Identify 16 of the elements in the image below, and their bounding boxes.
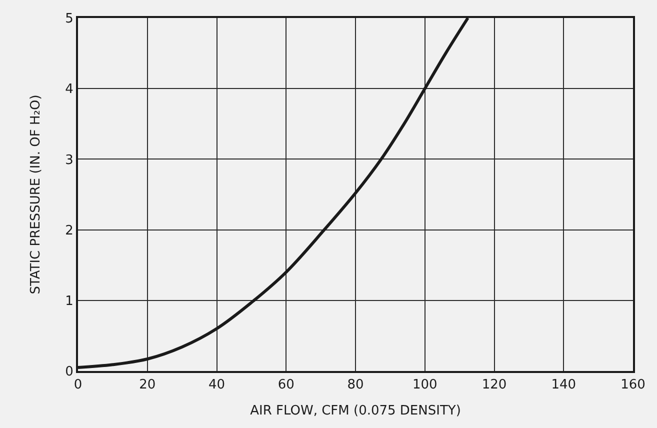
x-tick-label: 120 [482,378,507,393]
x-tick-label: 40 [208,378,226,393]
x-tick-label: 80 [347,378,364,393]
y-tick-label: 5 [65,12,74,27]
x-tick-label: 100 [412,378,438,393]
y-tick-label: 3 [65,152,74,168]
x-tick-label: 140 [551,378,576,393]
x-tick-label: 160 [620,378,646,393]
x-axis-title: AIR FLOW, CFM (0.075 DENSITY) [250,404,461,419]
y-tick-label: 2 [65,223,74,238]
x-tick-label: 60 [278,378,294,393]
x-tick-label: 20 [139,378,156,393]
y-tick-label: 1 [65,294,74,309]
y-tick-label: 0 [65,364,74,380]
y-axis-title: STATIC PRESSURE (IN. OF H₂O) [28,94,44,294]
y-tick-label: 4 [65,82,74,98]
